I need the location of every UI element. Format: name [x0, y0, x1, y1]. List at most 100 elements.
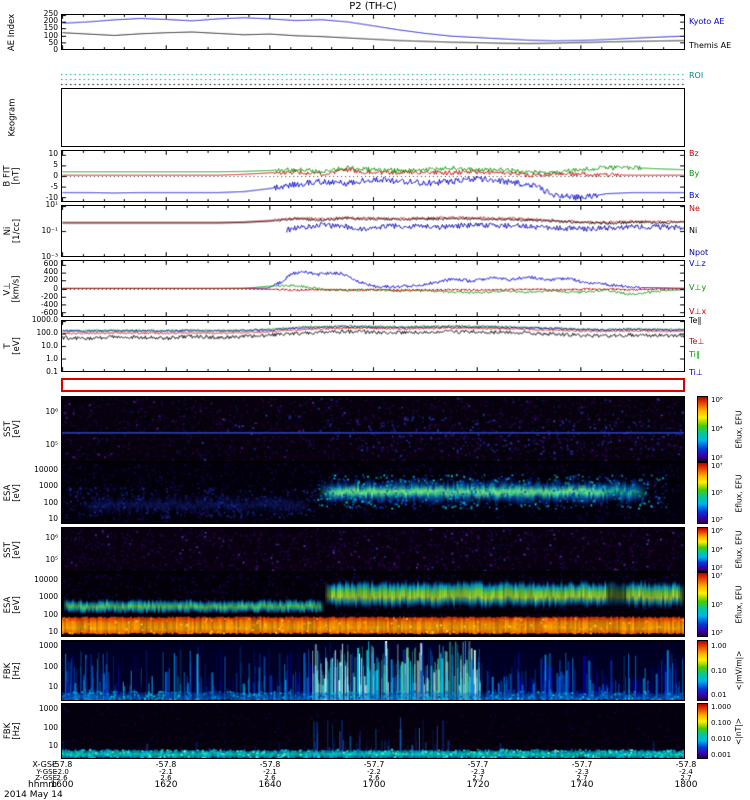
roi-label: ROI: [689, 71, 704, 80]
time-tick-label: 1620: [154, 780, 178, 790]
y-tick-label: 1000: [38, 481, 58, 491]
position-row-label: X-GSE: [32, 760, 57, 769]
series-label: V⊥z: [689, 259, 706, 268]
y-tick-label: 5: [53, 160, 58, 170]
position-value: 2.6: [56, 774, 68, 782]
panel-esa-ion-spectrogram: [61, 462, 685, 524]
colorbar-tick-label: 10²: [711, 564, 723, 573]
y-tick-label: 0: [53, 45, 58, 54]
colorbar-tick-label: 10⁷: [711, 461, 723, 470]
y-tick-label: 10000: [34, 465, 58, 475]
y-tick-label: 50: [48, 37, 58, 47]
time-tick-label: 1740: [570, 780, 594, 790]
y-tick-label: 10⁵: [45, 439, 58, 449]
colorbar-tick-label: 10²: [711, 454, 723, 463]
colorbar-tick-label: 10⁶: [711, 395, 723, 404]
fbk-bfield-spectrogram-canvas: [62, 704, 684, 758]
panel-y-label: SST [eV]: [3, 420, 22, 438]
colorbar-unit-label: <|mV/m|>: [734, 650, 743, 691]
sst-ion-spectrogram-canvas: [62, 397, 684, 461]
y-tick-label: 0: [53, 171, 58, 180]
panel-marker-bar: [61, 378, 685, 392]
y-tick-label: 1.0: [46, 354, 58, 363]
y-tick-label: 10⁶: [45, 406, 58, 416]
y-tick-label: 10: [48, 514, 58, 524]
series-label: Kyoto AE: [689, 16, 725, 26]
colorbar: [697, 462, 708, 524]
y-tick-label: 10⁶: [45, 532, 58, 542]
series-label: V⊥x: [689, 307, 707, 317]
panel-fbk-bfield-spectrogram: [61, 703, 685, 759]
series-label: Themis AE: [689, 41, 732, 51]
position-value: 2.7: [680, 774, 692, 782]
y-tick-label: 10000: [34, 575, 58, 585]
colorbar: [697, 396, 708, 462]
esa-ion-spectrogram-canvas: [62, 463, 684, 523]
y-tick-label: 100.0: [36, 328, 58, 337]
position-value: -2.1: [263, 768, 277, 776]
y-tick-label: 100: [43, 661, 58, 671]
position-row-label: Z-GSE: [35, 774, 57, 782]
colorbar-unit-label: Eflux, EFU: [734, 530, 743, 569]
colorbar: [697, 640, 708, 701]
y-tick-label: -10: [45, 192, 58, 202]
colorbar-tick-label: 0.10: [711, 666, 727, 675]
y-tick-label: 10⁵: [45, 555, 58, 565]
panel-sst-ion-spectrogram: [61, 396, 685, 462]
colorbar-tick-label: 10⁷: [711, 571, 723, 580]
position-value: 2.6: [160, 774, 172, 782]
panel-fbk-efield-spectrogram: [61, 640, 685, 701]
colorbar-tick-label: 1.000: [711, 702, 732, 711]
panel-bfit-panel: [61, 150, 685, 202]
panel-sst-electron-spectrogram: [61, 527, 685, 572]
series-label: Bz: [689, 149, 699, 158]
y-tick-label: 10.0: [41, 341, 58, 350]
time-tick-label: 1800: [674, 780, 698, 790]
y-tick-label: 10⁻¹: [41, 226, 58, 235]
series-label: Te⊥: [689, 336, 705, 346]
series-label: Ni: [689, 225, 698, 235]
series-label: Ti∥: [689, 350, 700, 360]
colorbar-tick-label: 10⁴: [711, 425, 723, 433]
position-value: -2.1: [159, 768, 173, 776]
position-value: -57.8: [259, 760, 281, 769]
y-tick-label: 1000.0: [31, 315, 58, 324]
panel-roi-bar: [61, 70, 685, 87]
series-label: Ne: [689, 204, 700, 213]
y-tick-label: 10: [48, 626, 58, 636]
y-tick-label: 100: [43, 497, 58, 507]
esa-electron-spectrogram-canvas: [62, 573, 684, 636]
y-tick-label: 1000: [38, 703, 58, 713]
y-tick-label: 10: [48, 149, 58, 159]
series-label: Bx: [689, 190, 700, 200]
series-label: V⊥y: [689, 282, 707, 292]
y-tick-label: -400: [40, 299, 58, 309]
colorbar-tick-label: 0.010: [711, 734, 732, 743]
time-tick-label: 1700: [362, 780, 386, 790]
y-tick-label: 400: [43, 267, 58, 277]
position-value: -2.4: [679, 768, 693, 776]
position-row-label: hhmm: [28, 780, 57, 790]
colorbar-tick-label: 10⁴: [711, 545, 723, 554]
colorbar: [697, 703, 708, 759]
panel-temperature-panel: [61, 320, 685, 372]
colorbar: [697, 572, 708, 637]
colorbar-tick-label: 0.01: [711, 690, 727, 699]
y-tick-label: 100: [43, 30, 58, 40]
colorbar-tick-label: 10⁶: [711, 526, 723, 535]
y-tick-label: -5: [50, 181, 58, 191]
y-tick-label: 10: [48, 741, 58, 751]
colorbar-unit-label: Eflux, EFU: [734, 410, 743, 448]
colorbar-unit-label: <|nT|>: [734, 717, 743, 745]
sst-electron-spectrogram-canvas: [62, 528, 684, 571]
colorbar-tick-label: 10⁵: [711, 489, 723, 497]
y-tick-label: 1000: [38, 641, 58, 651]
bfit-panel-canvas: [62, 151, 684, 201]
position-value: -2.0: [55, 768, 69, 776]
position-value: -57.8: [675, 760, 697, 769]
colorbar-tick-label: 0.001: [711, 751, 732, 760]
y-tick-label: 100: [43, 722, 58, 732]
colorbar: [697, 527, 708, 572]
velocity-panel-canvas: [62, 261, 684, 316]
